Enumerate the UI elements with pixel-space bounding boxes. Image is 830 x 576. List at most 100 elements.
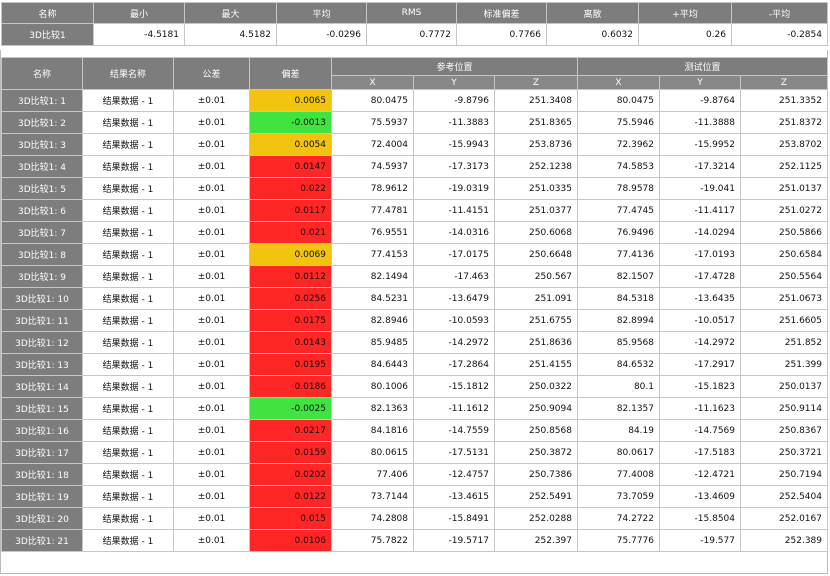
deviation-cell[interactable]: 0.0117 — [249, 199, 332, 222]
ref-y-cell[interactable]: -17.5131 — [413, 441, 495, 464]
deviation-cell[interactable]: 0.0147 — [249, 155, 332, 178]
ref-x-cell[interactable]: 82.8946 — [331, 309, 414, 332]
ref-x-cell[interactable]: 76.9551 — [331, 221, 414, 244]
summary-row[interactable]: 3D比较1 -4.5181 4.5182 -0.0296 0.7772 0.77… — [1, 23, 828, 46]
summary-header-minus-mean[interactable]: -平均 — [731, 2, 828, 24]
tolerance-cell[interactable]: ±0.01 — [173, 375, 250, 398]
result-name-cell[interactable]: 结果数据 - 1 — [82, 463, 174, 486]
test-y-cell[interactable]: -12.4721 — [659, 463, 741, 486]
test-x-cell[interactable]: 75.5946 — [577, 111, 660, 134]
test-x-cell[interactable]: 74.5853 — [577, 155, 660, 178]
ref-y-cell[interactable]: -11.4151 — [413, 199, 495, 222]
ref-z-cell[interactable]: 251.0377 — [494, 199, 578, 222]
test-x-cell[interactable]: 77.4008 — [577, 463, 660, 486]
ref-z-cell[interactable]: 250.8568 — [494, 419, 578, 442]
row-name-cell[interactable]: 3D比较1: 9 — [1, 265, 83, 288]
result-name-cell[interactable]: 结果数据 - 1 — [82, 441, 174, 464]
test-z-cell[interactable]: 250.5866 — [740, 221, 828, 244]
test-x-cell[interactable]: 77.4136 — [577, 243, 660, 266]
test-x-cell[interactable]: 82.1357 — [577, 397, 660, 420]
result-name-cell[interactable]: 结果数据 - 1 — [82, 89, 174, 112]
ref-y-cell[interactable]: -14.2972 — [413, 331, 495, 354]
tolerance-cell[interactable]: ±0.01 — [173, 309, 250, 332]
test-x-cell[interactable]: 75.7776 — [577, 529, 660, 552]
result-name-cell[interactable]: 结果数据 - 1 — [82, 529, 174, 552]
test-z-cell[interactable]: 251.8372 — [740, 111, 828, 134]
ref-z-cell[interactable]: 250.6068 — [494, 221, 578, 244]
deviation-cell[interactable]: 0.0195 — [249, 353, 332, 376]
deviation-cell[interactable]: 0.0217 — [249, 419, 332, 442]
table-row[interactable]: 3D比较1: 18 结果数据 - 1 ±0.01 0.0202 77.406 -12.47… — [1, 463, 828, 486]
test-x-cell[interactable]: 74.2722 — [577, 507, 660, 530]
tolerance-cell[interactable]: ±0.01 — [173, 199, 250, 222]
result-name-cell[interactable]: 结果数据 - 1 — [82, 485, 174, 508]
ref-y-cell[interactable]: -19.0319 — [413, 177, 495, 200]
ref-y-cell[interactable]: -19.5717 — [413, 529, 495, 552]
ref-y-cell[interactable]: -9.8796 — [413, 89, 495, 112]
row-name-cell[interactable]: 3D比较1: 10 — [1, 287, 83, 310]
table-row[interactable]: 3D比较1: 17 结果数据 - 1 ±0.01 0.0159 80.0615 -17.5… — [1, 441, 828, 464]
ref-x-cell[interactable]: 75.5937 — [331, 111, 414, 134]
test-x-cell[interactable]: 80.1 — [577, 375, 660, 398]
header-tolerance[interactable]: 公差 — [173, 57, 250, 90]
test-x-cell[interactable]: 72.3962 — [577, 133, 660, 156]
row-name-cell[interactable]: 3D比较1: 19 — [1, 485, 83, 508]
test-x-cell[interactable]: 84.6532 — [577, 353, 660, 376]
tolerance-cell[interactable]: ±0.01 — [173, 463, 250, 486]
ref-y-cell[interactable]: -12.4757 — [413, 463, 495, 486]
ref-y-cell[interactable]: -17.2864 — [413, 353, 495, 376]
test-z-cell[interactable]: 250.8367 — [740, 419, 828, 442]
test-y-cell[interactable]: -11.1623 — [659, 397, 741, 420]
ref-y-cell[interactable]: -17.0175 — [413, 243, 495, 266]
result-name-cell[interactable]: 结果数据 - 1 — [82, 331, 174, 354]
row-name-cell[interactable]: 3D比较1: 7 — [1, 221, 83, 244]
summary-header-std-dev[interactable]: 标准偏差 — [456, 2, 547, 24]
result-name-cell[interactable]: 结果数据 - 1 — [82, 375, 174, 398]
test-z-cell[interactable]: 250.0137 — [740, 375, 828, 398]
ref-z-cell[interactable]: 252.0288 — [494, 507, 578, 530]
tolerance-cell[interactable]: ±0.01 — [173, 133, 250, 156]
ref-x-cell[interactable]: 78.9612 — [331, 177, 414, 200]
tolerance-cell[interactable]: ±0.01 — [173, 177, 250, 200]
row-name-cell[interactable]: 3D比较1: 3 — [1, 133, 83, 156]
table-row[interactable]: 3D比较1: 19 结果数据 - 1 ±0.01 0.0122 73.7144 -13.4… — [1, 485, 828, 508]
deviation-cell[interactable]: 0.0186 — [249, 375, 332, 398]
summary-header-rms[interactable]: RMS — [366, 2, 457, 24]
deviation-cell[interactable]: -0.0025 — [249, 397, 332, 420]
row-name-cell[interactable]: 3D比较1: 11 — [1, 309, 83, 332]
result-name-cell[interactable]: 结果数据 - 1 — [82, 199, 174, 222]
summary-header-max[interactable]: 最大 — [184, 2, 277, 24]
test-x-cell[interactable]: 78.9578 — [577, 177, 660, 200]
table-row[interactable]: 3D比较1: 1 结果数据 - 1 ±0.01 0.0065 80.0475 -9.879… — [1, 89, 828, 112]
result-name-cell[interactable]: 结果数据 - 1 — [82, 265, 174, 288]
ref-x-cell[interactable]: 84.1816 — [331, 419, 414, 442]
tolerance-cell[interactable]: ±0.01 — [173, 243, 250, 266]
ref-x-cell[interactable]: 77.406 — [331, 463, 414, 486]
ref-y-cell[interactable]: -13.4615 — [413, 485, 495, 508]
result-name-cell[interactable]: 结果数据 - 1 — [82, 111, 174, 134]
deviation-cell[interactable]: 0.0054 — [249, 133, 332, 156]
table-row[interactable]: 3D比较1: 21 结果数据 - 1 ±0.01 0.0106 75.7822 -19.5… — [1, 529, 828, 552]
row-name-cell[interactable]: 3D比较1: 4 — [1, 155, 83, 178]
result-name-cell[interactable]: 结果数据 - 1 — [82, 155, 174, 178]
row-name-cell[interactable]: 3D比较1: 18 — [1, 463, 83, 486]
deviation-cell[interactable]: 0.0122 — [249, 485, 332, 508]
ref-x-cell[interactable]: 82.1363 — [331, 397, 414, 420]
header-ref-y[interactable]: Y — [413, 75, 495, 90]
ref-y-cell[interactable]: -14.7559 — [413, 419, 495, 442]
tolerance-cell[interactable]: ±0.01 — [173, 397, 250, 420]
ref-x-cell[interactable]: 73.7144 — [331, 485, 414, 508]
table-row[interactable]: 3D比较1: 9 结果数据 - 1 ±0.01 0.0112 82.1494 -17.46… — [1, 265, 828, 288]
test-y-cell[interactable]: -11.4117 — [659, 199, 741, 222]
table-row[interactable]: 3D比较1: 2 结果数据 - 1 ±0.01 -0.0013 75.5937 -11.3… — [1, 111, 828, 134]
row-name-cell[interactable]: 3D比较1: 12 — [1, 331, 83, 354]
row-name-cell[interactable]: 3D比较1: 8 — [1, 243, 83, 266]
ref-y-cell[interactable]: -10.0593 — [413, 309, 495, 332]
header-test-z[interactable]: Z — [740, 75, 828, 90]
tolerance-cell[interactable]: ±0.01 — [173, 111, 250, 134]
test-y-cell[interactable]: -15.8504 — [659, 507, 741, 530]
test-y-cell[interactable]: -17.0193 — [659, 243, 741, 266]
row-name-cell[interactable]: 3D比较1: 15 — [1, 397, 83, 420]
test-x-cell[interactable]: 85.9568 — [577, 331, 660, 354]
result-name-cell[interactable]: 结果数据 - 1 — [82, 177, 174, 200]
